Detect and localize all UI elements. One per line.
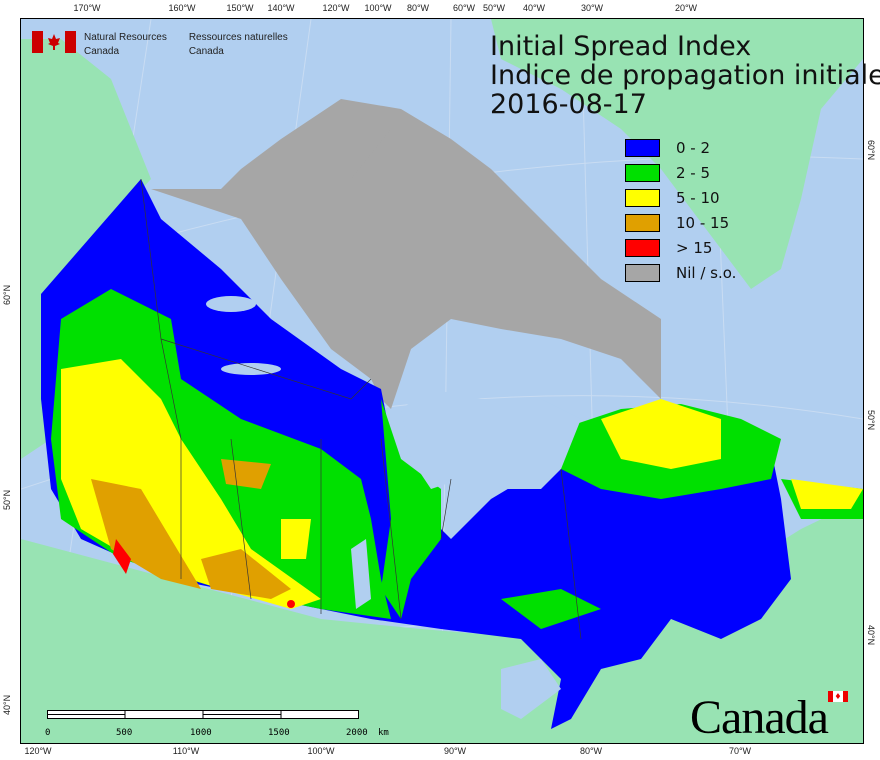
hudson-bay xyxy=(401,389,581,489)
lon-label-bottom: 80°W xyxy=(579,746,603,756)
scale-bar-graphic xyxy=(47,710,359,719)
scale-label: 500 xyxy=(116,728,133,738)
arctic-nil xyxy=(151,99,661,409)
lon-label-bottom: 90°W xyxy=(443,746,467,756)
map-frame xyxy=(20,18,864,744)
legend-label: 2 - 5 xyxy=(676,163,711,182)
index-zone-over-15 xyxy=(113,539,131,574)
canada-flag-icon xyxy=(32,31,76,53)
lon-label-top: 170°W xyxy=(73,3,101,13)
index-zone-0-2 xyxy=(41,179,791,729)
us-land xyxy=(21,499,863,743)
map-title: Initial Spread Index Indice de propagati… xyxy=(490,32,880,119)
legend-item: 5 - 10 xyxy=(625,185,736,210)
org-name-fr-2: Canada xyxy=(188,46,224,57)
island-nil xyxy=(271,109,391,189)
lat-label-left: 60°N xyxy=(2,284,12,305)
lon-label-bottom: 110°W xyxy=(172,746,200,756)
nrcan-signature: Natural Resources Canada Ressources natu… xyxy=(32,31,302,59)
legend-label: Nil / s.o. xyxy=(676,263,737,282)
lat-label-left: 50°N xyxy=(2,489,12,510)
legend-item: > 15 xyxy=(625,235,736,260)
scale-bar: 0 500 1000 1500 2000 km xyxy=(45,705,389,742)
legend-swatch xyxy=(625,263,660,282)
lon-label-top: 40°W xyxy=(522,3,546,13)
title-fr: Indice de propagation initiale xyxy=(490,60,880,91)
legend-swatch xyxy=(625,138,660,157)
legend-swatch xyxy=(625,188,660,207)
lon-label-top: 30°W xyxy=(580,3,604,13)
great-bear-lake xyxy=(206,296,256,312)
scale-label: 0 xyxy=(45,728,51,738)
lat-label-left: 40°N xyxy=(2,694,12,715)
legend-item: 0 - 2 xyxy=(625,135,736,160)
canada-wordmark: Canada xyxy=(690,691,829,744)
org-name-fr: Ressources naturelles xyxy=(188,32,288,43)
lon-label-top: 80°W xyxy=(406,3,430,13)
lake-winnipeg xyxy=(351,539,371,609)
index-zone-2-5 xyxy=(381,399,441,619)
legend: 0 - 2 2 - 5 5 - 10 10 - 15 > 15 Nil / s.o. xyxy=(625,135,736,285)
index-zone-10-15 xyxy=(221,459,271,489)
legend-label: 0 - 2 xyxy=(676,138,711,157)
great-slave-lake xyxy=(221,363,281,375)
scale-unit: km xyxy=(378,728,389,738)
great-lakes xyxy=(501,659,561,719)
title-en: Initial Spread Index xyxy=(490,31,752,62)
provincial-borders xyxy=(140,178,582,640)
legend-swatch xyxy=(625,213,660,232)
wordmark-flag-icon: ♦ xyxy=(828,691,848,702)
lat-label-right: 40°N xyxy=(866,625,876,646)
index-zone-5-10 xyxy=(281,519,311,559)
lat-label-right: 60°N xyxy=(866,140,876,161)
lon-label-top: 120°W xyxy=(322,3,350,13)
legend-label: 10 - 15 xyxy=(676,213,730,232)
lon-label-bottom: 120°W xyxy=(24,746,52,756)
legend-swatch xyxy=(625,238,660,257)
scale-label: 1500 xyxy=(268,728,290,738)
scale-label: 1000 xyxy=(190,728,212,738)
title-date: 2016-08-17 xyxy=(490,89,647,120)
greenland xyxy=(491,19,863,289)
legend-label: 5 - 10 xyxy=(676,188,720,207)
lon-label-bottom: 70°W xyxy=(728,746,752,756)
index-zone-5-10 xyxy=(601,399,721,469)
lat-label-right: 50°N xyxy=(866,410,876,431)
legend-item: Nil / s.o. xyxy=(625,260,736,285)
fire-index-map xyxy=(21,19,863,743)
index-zone-5-10 xyxy=(791,479,863,509)
lon-label-top: 20°W xyxy=(674,3,698,13)
scale-label: 2000 xyxy=(346,728,368,738)
lon-label-top: 140°W xyxy=(267,3,295,13)
index-zone-10-15 xyxy=(201,549,291,599)
lon-label-top: 150°W xyxy=(226,3,254,13)
index-zone-10-15 xyxy=(91,479,201,589)
legend-swatch xyxy=(625,163,660,182)
org-name-en: Natural Resources xyxy=(84,32,167,43)
lon-label-bottom: 100°W xyxy=(307,746,335,756)
lon-label-top: 60°W xyxy=(452,3,476,13)
legend-label: > 15 xyxy=(676,238,713,257)
index-zone-over-15 xyxy=(287,600,295,608)
legend-item: 2 - 5 xyxy=(625,160,736,185)
lon-label-top: 50°W xyxy=(482,3,506,13)
org-name-en-2: Canada xyxy=(84,46,120,57)
lon-label-top: 160°W xyxy=(168,3,196,13)
legend-item: 10 - 15 xyxy=(625,210,736,235)
lon-label-top: 100°W xyxy=(364,3,392,13)
